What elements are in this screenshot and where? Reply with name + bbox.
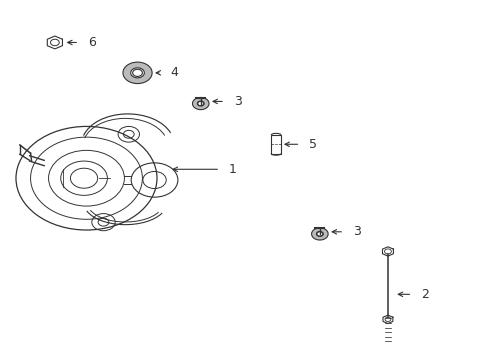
Text: 6: 6 (88, 36, 96, 49)
Wedge shape (122, 62, 152, 84)
Bar (271, 135, 281, 154)
Text: 3: 3 (352, 225, 360, 238)
Wedge shape (192, 98, 208, 110)
Text: 4: 4 (170, 66, 178, 79)
Text: 2: 2 (420, 288, 428, 301)
Text: 5: 5 (308, 138, 317, 151)
Text: 3: 3 (233, 95, 241, 108)
Wedge shape (311, 228, 327, 240)
Text: 1: 1 (228, 163, 236, 176)
